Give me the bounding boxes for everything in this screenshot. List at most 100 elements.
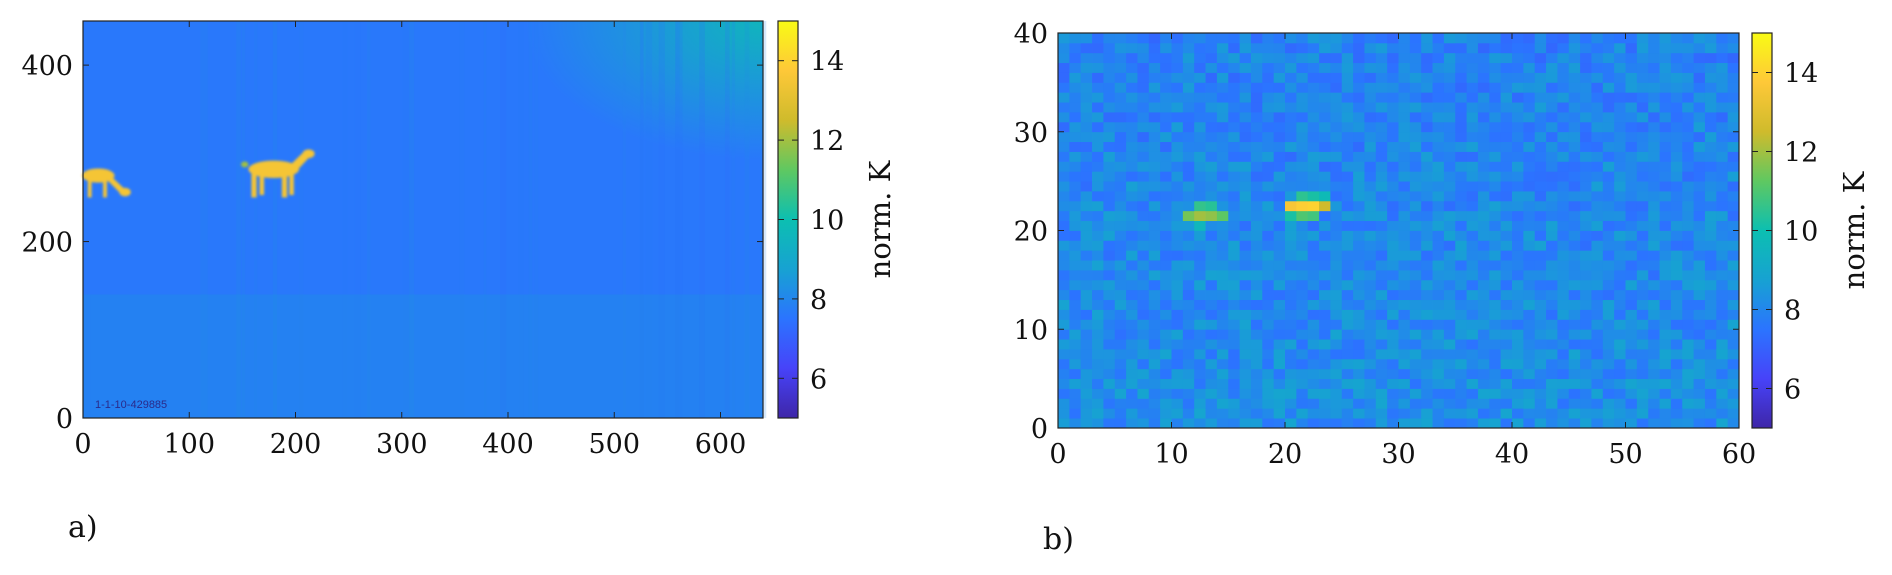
heatmap-cell [1069,82,1082,93]
heatmap-cell [1387,112,1399,123]
heatmap-cell [1398,378,1411,389]
heatmap-cell [1534,408,1547,419]
heatmap-cell [1409,358,1422,370]
heatmap-cell [1250,131,1263,143]
heatmap-cell [1443,33,1456,44]
heatmap-cell [1250,398,1263,409]
heatmap-cell [1296,368,1309,380]
heatmap-cell [1058,210,1070,222]
heatmap-cell [1262,210,1275,222]
heatmap-cell [1273,92,1286,103]
heatmap-cell [1330,260,1343,271]
heatmap-cell [1591,62,1604,73]
heatmap-cell [1364,408,1377,419]
heatmap-cell [1466,121,1479,133]
heatmap-cell [1636,329,1649,340]
heatmap-cell [1171,62,1184,73]
heatmap-cell [1546,289,1558,301]
heatmap-cell [1512,279,1524,291]
heatmap-cell [1716,220,1729,231]
heatmap-cell [1353,191,1365,202]
heatmap-cell [1114,279,1127,291]
heatmap-cell [1285,270,1297,281]
heatmap-cell [1523,42,1536,54]
panel-a-corner-hotspot [83,21,763,418]
heatmap-cell [1262,408,1275,419]
heatmap-cell [1409,82,1422,93]
heatmap-cell [1534,270,1547,281]
heatmap-cell [1693,112,1706,123]
heatmap-cell [1466,339,1479,350]
heatmap-cell [1182,191,1195,202]
heatmap-cell [1727,42,1740,54]
heatmap-cell [1319,299,1331,310]
heatmap-cell [1670,279,1683,291]
heatmap-cell [1171,339,1184,350]
heatmap-cell [1058,220,1070,231]
heatmap-cell [1443,171,1456,182]
heatmap-cell [1557,200,1570,212]
heatmap-cell [1194,181,1206,192]
heatmap-cell [1216,418,1229,429]
heatmap-cell [1160,250,1172,261]
heatmap-cell [1058,260,1070,271]
heatmap-cell [1580,62,1592,73]
heatmap-cell [1466,200,1479,212]
heatmap-cell [1285,230,1297,241]
heatmap-cell [1114,260,1127,271]
heatmap-cell [1194,33,1206,44]
heatmap-cell [1114,270,1127,281]
heatmap-cell [1228,398,1240,409]
heatmap-cell [1546,191,1558,202]
heatmap-cell [1137,418,1150,429]
heatmap-cell [1489,161,1502,172]
heatmap-cell [1534,200,1547,212]
heatmap-cell [1160,52,1172,64]
heatmap-cell [1455,52,1467,64]
heatmap-cell [1182,210,1195,222]
heatmap-cell [1636,102,1649,113]
heatmap-cell [1648,161,1660,172]
heatmap-cell [1205,72,1218,83]
heatmap-cell [1228,240,1240,251]
heatmap-cell [1432,191,1445,202]
heatmap-cell [1636,398,1649,409]
heatmap-cell [1546,151,1558,162]
heatmap-cell [1171,171,1184,182]
heatmap-cell [1500,42,1513,54]
heatmap-cell [1421,329,1433,340]
heatmap-cell [1546,102,1558,113]
heatmap-cell [1704,260,1717,271]
heatmap-cell [1341,62,1354,73]
heatmap-cell [1443,289,1456,301]
heatmap-cell [1432,121,1445,133]
heatmap-cell [1421,220,1433,231]
heatmap-cell [1455,309,1467,320]
heatmap-cell [1512,349,1524,360]
heatmap-cell [1693,131,1706,143]
heatmap-cell [1194,191,1206,202]
heatmap-cell [1546,210,1558,222]
heatmap-cell [1307,329,1320,340]
heatmap-cell [1523,210,1536,222]
heatmap-cell [1682,191,1694,202]
heatmap-cell [1216,349,1229,360]
heatmap-cell [1636,191,1649,202]
heatmap-cell [1534,358,1547,370]
heatmap-cell [1330,151,1343,162]
heatmap-cell [1591,349,1604,360]
heatmap-cell [1148,309,1161,320]
heatmap-cell [1250,260,1263,271]
heatmap-cell [1103,378,1116,389]
heatmap-cell [1171,368,1184,380]
heatmap-cell [1285,339,1297,350]
heatmap-cell [1398,191,1411,202]
heatmap-cell [1398,62,1411,73]
heatmap-cell [1319,102,1331,113]
heatmap-cell [1126,220,1138,231]
heatmap-cell [1693,42,1706,54]
heatmap-cell [1477,33,1490,44]
heatmap-cell [1171,250,1184,261]
heatmap-cell [1421,161,1433,172]
heatmap-cell [1443,349,1456,360]
